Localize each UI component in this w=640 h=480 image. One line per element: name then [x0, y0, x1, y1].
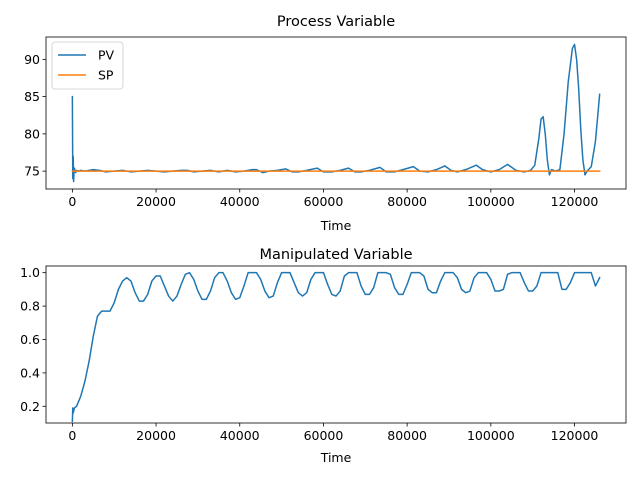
pv-x-tick-label: 40000: [220, 194, 260, 209]
pv-legend: PV SP: [52, 42, 123, 89]
mv-x-tick-label: 120000: [551, 428, 599, 443]
pv-x-tick-label: 20000: [136, 194, 176, 209]
pv-x-tick-label: 80000: [387, 194, 427, 209]
mv-x-tick-label: 40000: [220, 428, 260, 443]
pv-x-axis-label: Time: [320, 218, 352, 233]
legend-pv-label: PV: [98, 48, 115, 63]
mv-y-tick-label: 1.0: [20, 265, 40, 280]
mv-x-tick-label: 80000: [387, 428, 427, 443]
mv-x-tick-label: 20000: [136, 428, 176, 443]
pv-y-tick-label: 90: [24, 52, 40, 67]
mv-x-tick-label: 60000: [304, 428, 344, 443]
mv-x-tick-label: 100000: [467, 428, 515, 443]
pv-y-tick-label: 75: [24, 164, 40, 179]
mv-y-tick-label: 0.6: [20, 332, 40, 347]
pv-chart-title: Process Variable: [277, 14, 395, 30]
pv-x-tick-label: 0: [68, 194, 76, 209]
pv-y-tick-label: 85: [24, 89, 40, 104]
pv-x-tick-label: 100000: [467, 194, 515, 209]
legend-sp-label: SP: [98, 68, 114, 83]
mv-x-tick-label: 0: [68, 428, 76, 443]
mv-y-tick-label: 0.2: [20, 399, 40, 414]
pv-x-tick-label: 60000: [304, 194, 344, 209]
mv-chart-title: Manipulated Variable: [259, 247, 412, 263]
pv-x-tick-label: 120000: [551, 194, 599, 209]
mv-y-tick-label: 0.8: [20, 299, 40, 314]
pv-y-tick-label: 80: [24, 126, 40, 141]
mv-y-tick-label: 0.4: [20, 365, 40, 380]
mv-x-axis-label: Time: [320, 450, 352, 465]
